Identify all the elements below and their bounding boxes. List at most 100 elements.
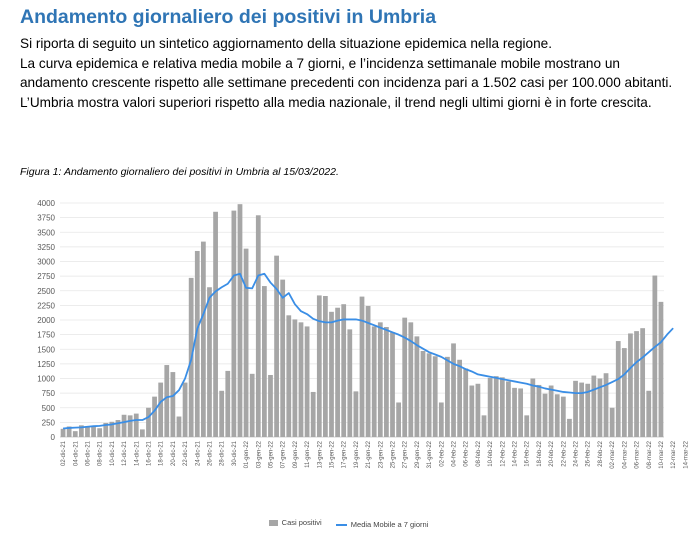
- bar: [377, 322, 383, 437]
- bar: [255, 215, 261, 437]
- bar: [316, 295, 322, 437]
- bar: [72, 431, 78, 437]
- bar: [133, 413, 139, 437]
- bar: [109, 421, 115, 437]
- legend-label-bars: Casi positivi: [281, 518, 322, 527]
- bar: [420, 351, 426, 437]
- bar: [121, 414, 127, 437]
- intro-text: Si riporta di seguito un sintetico aggio…: [20, 34, 690, 112]
- x-tick-label: 06-dic-21: [85, 440, 91, 466]
- y-tick-label: 3000: [37, 258, 55, 267]
- x-tick-label: 08-dic-21: [98, 440, 104, 466]
- bar: [194, 250, 200, 437]
- moving-average-line: [62, 272, 674, 430]
- bar: [152, 396, 157, 437]
- x-tick-label: 20-dic-21: [171, 440, 177, 466]
- x-tick-label: 30-dic-21: [232, 440, 238, 466]
- bar: [408, 322, 414, 437]
- bar: [512, 387, 517, 437]
- bar: [603, 373, 609, 437]
- bar: [506, 381, 511, 437]
- bar: [414, 336, 420, 437]
- bar: [432, 356, 438, 437]
- x-tick-label: 09-gen-22: [293, 440, 299, 468]
- x-tick-label: 02-dic-21: [61, 440, 67, 466]
- bar: [85, 427, 90, 437]
- line-series: [62, 272, 674, 430]
- bar: [481, 415, 487, 437]
- y-tick-label: 1750: [37, 331, 55, 340]
- bar: [634, 331, 639, 437]
- x-tick-label: 12-dic-21: [122, 440, 128, 466]
- bar: [463, 368, 469, 437]
- bar: [115, 420, 121, 437]
- x-tick-label: 08-feb-22: [476, 440, 482, 466]
- legend-bar-swatch: [268, 519, 278, 526]
- bar: [207, 287, 212, 437]
- y-tick-label: 2500: [37, 287, 55, 296]
- x-tick-label: 29-gen-22: [415, 440, 421, 468]
- intro-paragraph-1: Si riporta di seguito un sintetico aggio…: [20, 36, 552, 51]
- x-tick-label: 12-feb-22: [500, 440, 506, 466]
- x-tick-label: 28-feb-22: [598, 440, 604, 466]
- y-tick-label: 1000: [37, 375, 55, 384]
- y-tick-label: 250: [42, 418, 56, 427]
- x-tick-label: 25-gen-22: [391, 440, 397, 468]
- x-tick-label: 02-feb-22: [439, 440, 445, 466]
- x-tick-label: 19-gen-22: [354, 440, 360, 468]
- bar: [292, 319, 298, 437]
- x-tick-label: 15-gen-22: [329, 440, 335, 468]
- bar: [347, 329, 353, 437]
- bar: [310, 391, 316, 437]
- bar: [524, 415, 530, 437]
- bar: [91, 426, 96, 437]
- legend: Casi positivi Media Mobile a 7 giorni: [0, 518, 697, 529]
- bar: [554, 394, 560, 437]
- y-tick-label: 3500: [37, 228, 55, 237]
- bar-series: [60, 204, 664, 437]
- bar: [475, 383, 481, 437]
- x-tick-label: 22-dic-21: [183, 440, 189, 466]
- x-tick-label: 04-dic-21: [73, 440, 79, 466]
- bar: [219, 390, 225, 437]
- bar: [139, 429, 145, 437]
- bar: [298, 322, 304, 437]
- x-tick-label: 08-mar-22: [647, 440, 653, 468]
- bar: [396, 402, 401, 437]
- x-tick-label: 04-feb-22: [452, 440, 458, 466]
- bar: [426, 353, 432, 437]
- bar: [60, 428, 66, 437]
- bar: [658, 301, 664, 437]
- bar: [493, 376, 499, 437]
- bar: [573, 380, 578, 437]
- bar: [591, 375, 597, 437]
- bar: [237, 204, 243, 437]
- bar: [268, 374, 273, 437]
- bar: [262, 286, 267, 437]
- bar: [518, 388, 524, 437]
- x-tick-label: 01-gen-22: [244, 440, 250, 468]
- bar: [323, 296, 328, 437]
- bar: [78, 425, 84, 437]
- x-axis: 02-dic-21 04-dic-21 06-dic-21 08-dic-21 10-d…: [61, 440, 689, 468]
- bar: [213, 211, 218, 437]
- bar: [176, 416, 182, 437]
- bar: [530, 378, 536, 437]
- x-tick-label: 14-dic-21: [134, 440, 140, 466]
- x-tick-label: 03-gen-22: [256, 440, 262, 468]
- bar: [286, 315, 292, 437]
- bar: [365, 305, 371, 437]
- bar: [335, 307, 340, 437]
- bar: [225, 370, 231, 437]
- bar: [304, 326, 310, 437]
- bar: [146, 407, 151, 437]
- bar: [640, 328, 646, 437]
- bar: [66, 426, 72, 437]
- x-tick-label: 02-mar-22: [610, 440, 616, 468]
- bar: [164, 365, 170, 437]
- x-tick-label: 21-gen-22: [366, 440, 372, 468]
- bar: [280, 279, 286, 437]
- bar: [609, 407, 615, 437]
- page-title: Andamento giornaliero dei positivi in Um…: [20, 6, 437, 28]
- x-tick-label: 22-feb-22: [561, 440, 567, 466]
